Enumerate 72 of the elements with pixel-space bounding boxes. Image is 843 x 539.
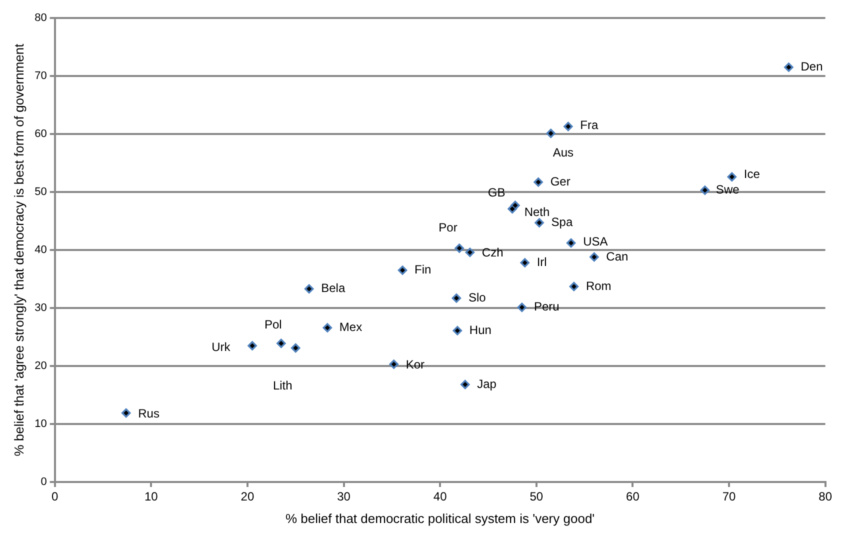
point — [460, 380, 470, 390]
y-tick-label: 10 — [34, 418, 47, 430]
annotation: Fin — [414, 262, 432, 277]
annotation: Jap — [477, 376, 497, 391]
point — [566, 238, 576, 248]
annotation: Aus — [552, 146, 574, 160]
annotation: Slo — [468, 290, 486, 304]
annotation: Czh — [482, 246, 504, 260]
x-tick-label: 50 — [530, 490, 544, 504]
y-tick-label: 0 — [40, 476, 47, 488]
point — [534, 218, 544, 228]
point — [121, 408, 132, 418]
point — [563, 121, 574, 132]
y-tick-label: 60 — [34, 128, 47, 140]
point — [726, 172, 737, 182]
annotation: Den — [800, 60, 823, 74]
annotation: Lith — [272, 378, 292, 392]
y-tick-label: 30 — [34, 302, 47, 314]
point — [700, 185, 710, 196]
annotation: Bela — [321, 281, 346, 296]
annotation: Mex — [339, 320, 362, 334]
point — [546, 128, 556, 138]
point — [589, 252, 600, 262]
point — [304, 284, 314, 294]
point — [520, 258, 530, 268]
x-tick-label: 80 — [818, 490, 832, 504]
y-axis-title: % belief that 'agree strongly' that democracy is best form of government — [11, 43, 26, 456]
annotation: Rus — [138, 406, 160, 420]
point — [398, 265, 408, 276]
point — [568, 282, 579, 292]
x-tick-label: 60 — [626, 490, 640, 504]
annotation: Hun — [469, 322, 492, 337]
annotation: GB — [488, 186, 506, 200]
annotation: Urk — [212, 340, 232, 354]
y-tick-label: 70 — [34, 70, 47, 82]
point — [533, 177, 544, 188]
point — [451, 293, 462, 304]
x-tick-label: 10 — [144, 490, 158, 504]
annotation: Irl — [536, 255, 547, 270]
annotation: Spa — [551, 215, 573, 230]
x-tick-label: 70 — [722, 490, 736, 504]
point — [247, 340, 258, 351]
annotation: Fra — [580, 118, 598, 132]
x-tick-label: 30 — [337, 490, 351, 504]
y-tick-label: 20 — [34, 360, 47, 372]
point — [276, 338, 286, 348]
y-tick-label: 80 — [34, 12, 47, 24]
point — [784, 62, 794, 72]
y-tick-label: 50 — [34, 186, 47, 198]
annotation: Can — [606, 249, 628, 264]
annotation: Pol — [264, 318, 282, 332]
annotation: Neth — [524, 205, 550, 220]
y-tick-label: 40 — [34, 244, 47, 256]
point — [388, 359, 399, 370]
point — [322, 322, 332, 333]
annotation: Kor — [406, 358, 425, 372]
x-tick-label: 20 — [240, 490, 254, 504]
annotation: Swe — [716, 182, 740, 197]
annotation: Ice — [744, 167, 760, 182]
point — [290, 343, 301, 354]
annotation: Ger — [550, 174, 570, 188]
point — [464, 247, 475, 258]
annotation: Rom — [586, 278, 612, 293]
point — [452, 326, 462, 336]
annotation: USA — [583, 234, 608, 248]
x-tick-label: 0 — [51, 490, 58, 504]
x-tick-label: 40 — [433, 490, 448, 504]
point — [454, 243, 464, 254]
annotation: Peru — [534, 300, 560, 314]
x-axis-title: % belief that democratic political system is 'very good' — [286, 510, 595, 526]
point — [516, 302, 527, 312]
annotation: Por — [438, 220, 458, 235]
